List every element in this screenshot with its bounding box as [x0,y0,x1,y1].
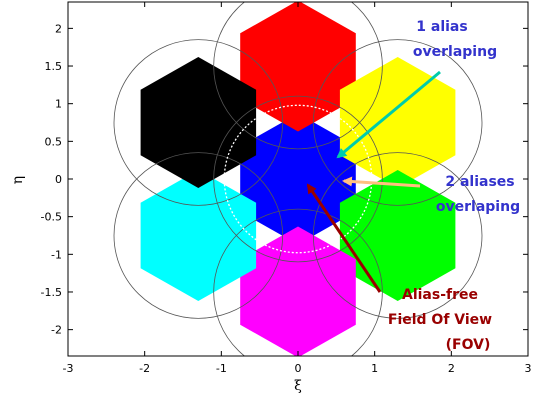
hexagon-lower-left [140,170,257,301]
y-tick-label: 2 [55,22,62,35]
tick-group: -3 -2 -1 0 1 2 3 2 1.5 1 0.5 0 -0.5 -1 -1.5 -2 [41,2,532,375]
x-tick-label: -3 [63,362,74,375]
alias-circle-lower-left [113,152,284,319]
x-tick-label: 0 [295,362,302,375]
hexagon-bottom [240,226,356,356]
hexagon-upper-right [339,57,456,188]
fov-arrow [306,183,382,293]
y-tick-label: -0.5 [41,211,62,224]
x-tick-label: 3 [525,362,532,375]
alias-circle-upper-right [312,39,483,206]
y-tick-label: 0.5 [45,135,63,148]
fov-label-line2: Field Of View [388,312,492,328]
fov-label-line3: (FOV) [446,337,491,353]
hexagon-lower-right [339,170,456,301]
one-alias-label-line2: overlaping [413,44,497,60]
x-axis-label: ξ [294,378,302,394]
alias-circle-bottom [213,208,383,356]
y-tick-label: -1.5 [41,286,62,299]
fov-label-line1: Alias-free [402,287,478,303]
y-tick-label: -2 [51,324,62,337]
x-tick-label: 1 [371,362,378,375]
fov-circle [223,104,373,254]
two-aliases-arrow [342,176,421,188]
one-alias-label-line1: 1 alias [416,19,467,35]
hexagon-top [240,2,356,132]
two-aliases-label-line2: overlaping [436,199,520,215]
alias-circle-lower-right [312,152,483,319]
alias-circle-center [213,95,383,263]
alias-circle-top [213,2,383,150]
two-aliases-label-line1: 2 aliases [445,174,514,190]
y-tick-label: -1 [51,248,62,261]
alias-circle-group [113,2,483,356]
x-tick-label: -2 [139,362,150,375]
y-axis-label: η [10,176,26,184]
y-tick-label: 0 [55,173,62,186]
one-alias-arrow [336,70,441,159]
y-tick-label: 1.5 [45,60,63,73]
hexagon-upper-left [140,57,257,188]
alias-circle-upper-left [113,39,284,206]
x-tick-label: -1 [216,362,227,375]
y-tick-label: 1 [55,98,62,111]
x-tick-label: 2 [448,362,455,375]
